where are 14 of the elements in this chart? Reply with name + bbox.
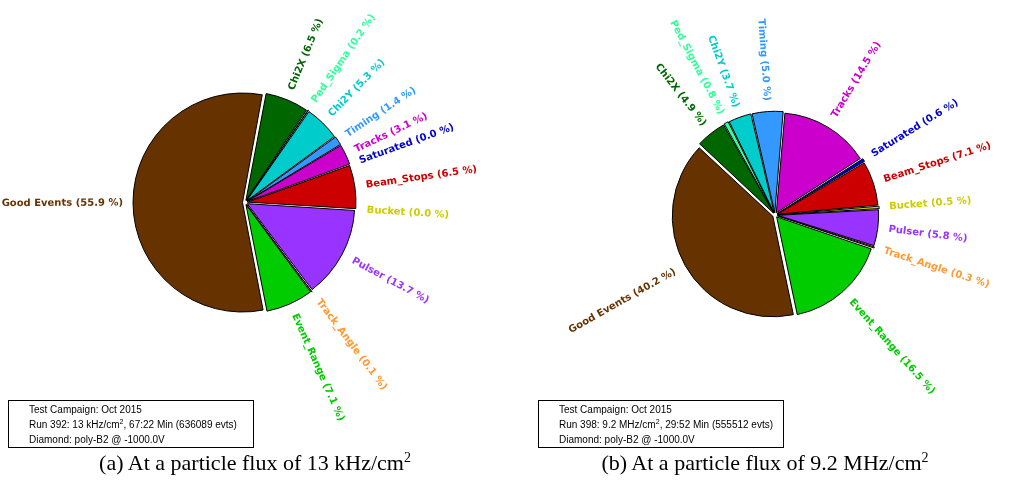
slice-label: Good Events (55.9 %) <box>1 196 124 209</box>
text: Run 392: 13 kHz/cm$^{2}$, 67:22 Min (636089 evts) <box>29 417 238 432</box>
slice-label: Beam_Stops (6.5 %) <box>364 162 478 191</box>
text: (a) At a particle flux of 13 kHz/cm$^{2}$ <box>98 450 412 477</box>
text: Test Campaign: Oct 2015 <box>29 403 143 417</box>
text: Diamond: poly-B2 @ -1000.0V <box>29 433 166 447</box>
text: Diamond: poly-B2 @ -1000.0V <box>559 433 696 447</box>
category-label: Bucket (0.0 %) <box>366 203 450 220</box>
text: Run 398: 9.2 MHz/cm$^{2}$, 29:52 Min (555512 evts) <box>559 417 775 432</box>
slice-label: Pulser (5.8 %) <box>888 222 969 244</box>
slice-label: Timing (5.0 %) <box>756 18 774 102</box>
text: Test Campaign: Oct 2015 <box>559 403 673 417</box>
slice-label: Bucket (0.5 %) <box>888 194 972 212</box>
text: (b) At a particle flux of 9.2 MHz/cm$^{2}$ <box>600 450 930 477</box>
